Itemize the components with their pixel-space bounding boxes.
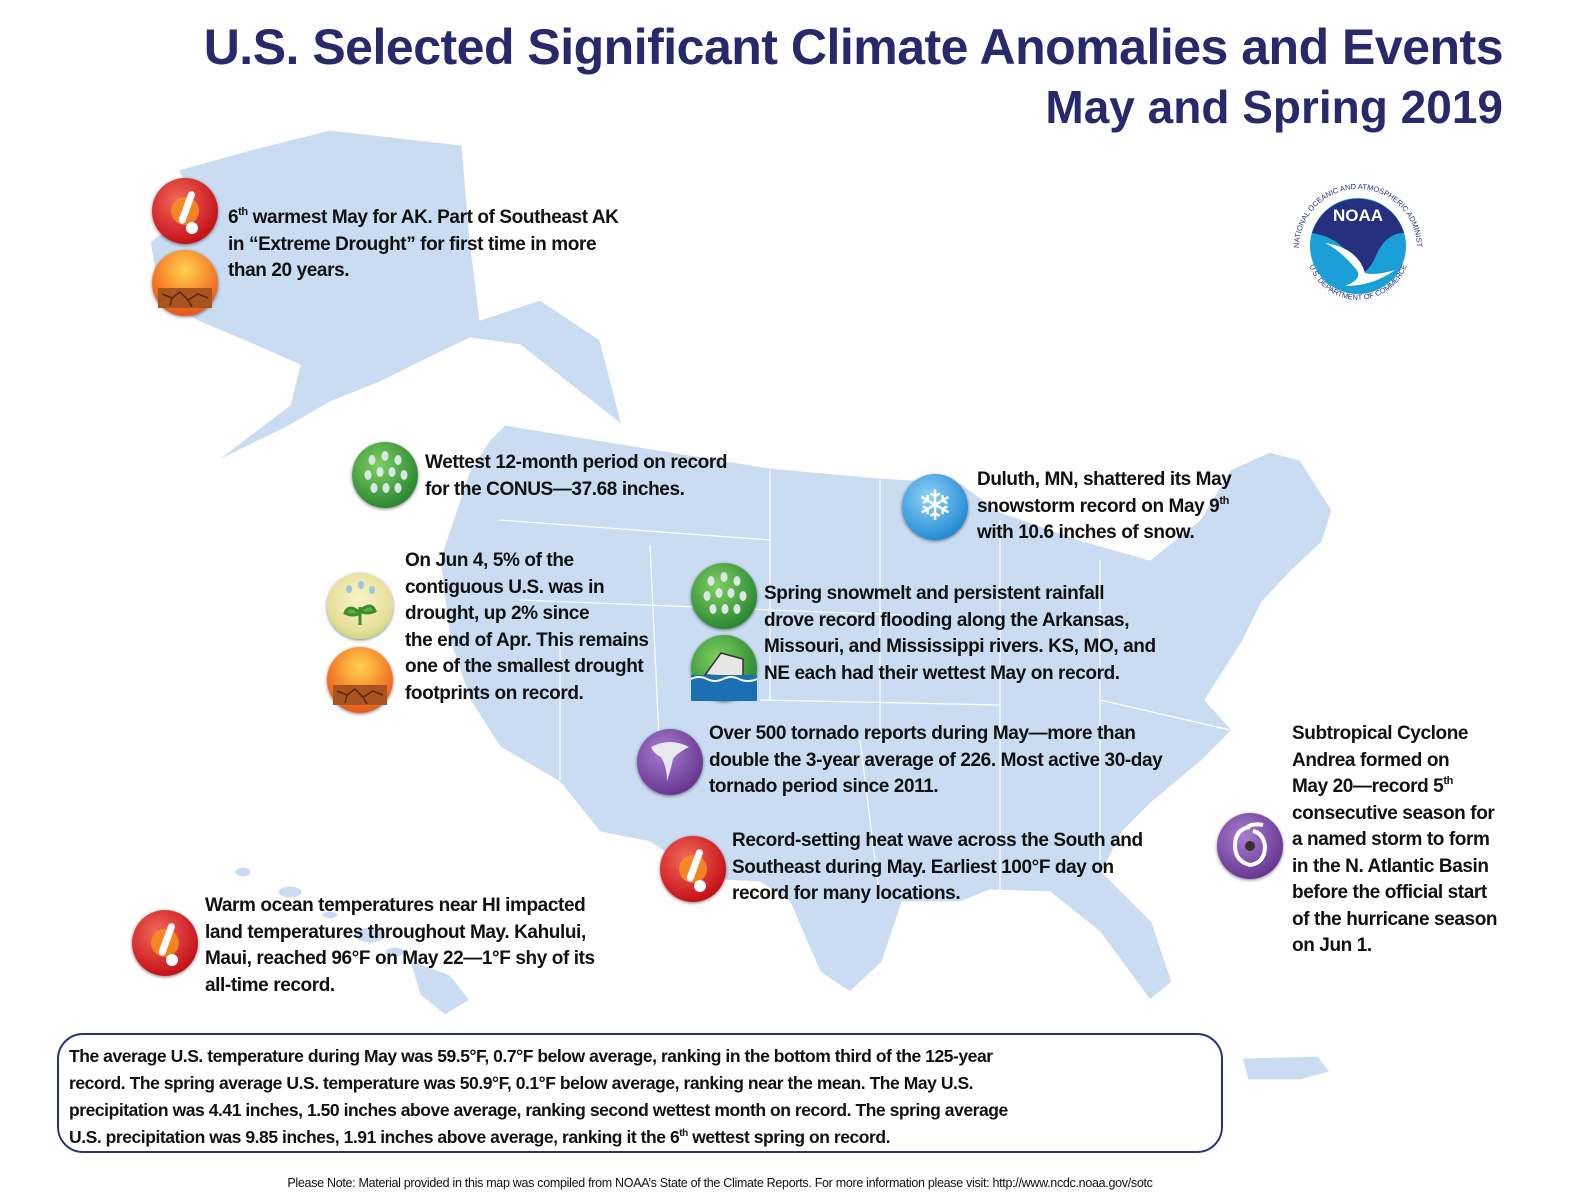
annotation-line: Warm ocean temperatures near HI impacted bbox=[205, 895, 586, 916]
annotation-line: Maui, reached 96°F on May 22—1°F shy of … bbox=[205, 948, 595, 969]
noaa-logo: NOAA NATIONAL OCEANIC AND ATMOSPHERIC AD… bbox=[1282, 171, 1430, 308]
summary-line: U.S. precipitation was 9.85 inches, 1.91… bbox=[69, 1127, 891, 1147]
annotation-line: consecutive season for bbox=[1292, 802, 1495, 824]
puerto-rico-shape bbox=[1241, 1055, 1332, 1081]
annotation-line: a named storm to form bbox=[1292, 829, 1490, 850]
annotation-line: Missouri, and Mississippi rivers. KS, MO… bbox=[764, 636, 1156, 657]
annotation-line: with 10.6 inches of snow. bbox=[977, 522, 1195, 543]
annotation-line: Southeast during May. Earliest 100°F day… bbox=[732, 856, 1114, 878]
annotation-line: NE each had their wettest May on record. bbox=[764, 662, 1120, 684]
tropical-cyclone-icon bbox=[1217, 813, 1283, 879]
summary-line: precipitation was 4.41 inches, 1.50 inch… bbox=[69, 1100, 1008, 1120]
annotation-line: 6th warmest May for AK. Part of Southeas… bbox=[228, 206, 619, 229]
summary-line: record. The spring average U.S. temperat… bbox=[69, 1073, 974, 1093]
page-subtitle: May and Spring 2019 bbox=[1045, 81, 1503, 133]
annotation-line: in the N. Atlantic Basin bbox=[1292, 855, 1489, 877]
annotation-drought-footprint: On Jun 4, 5% of the contiguous U.S. was i… bbox=[405, 548, 649, 707]
annotation-andrea: Subtropical Cyclone Andrea formed on May 2… bbox=[1292, 721, 1498, 960]
annotation-line: double the 3-year average of 226. Most a… bbox=[709, 749, 1163, 771]
annotation-line: land temperatures throughout May. Kahulu… bbox=[205, 921, 586, 943]
summary-box: The average U.S. temperature during May … bbox=[57, 1033, 1223, 1153]
footer-note: Please Note: Material provided in this m… bbox=[287, 1176, 1153, 1190]
annotation-line: Duluth, MN, shattered its May bbox=[977, 469, 1232, 490]
superscript: th bbox=[238, 206, 248, 218]
annotation-line: of the hurricane season bbox=[1292, 908, 1498, 930]
annotation-heat-wave: Record-setting heat wave across the Sout… bbox=[732, 828, 1143, 908]
annotation-line: Over 500 tornado reports during May—more… bbox=[709, 723, 1136, 744]
annotation-line: Wettest 12-month period on record bbox=[425, 452, 728, 473]
annotation-line: one of the smallest drought bbox=[405, 656, 644, 677]
page-title: U.S. Selected Significant Climate Anomal… bbox=[203, 19, 1504, 75]
annotation-tornadoes: Over 500 tornado reports during May—more… bbox=[709, 721, 1163, 801]
annotation-line: Record-setting heat wave across the Sout… bbox=[732, 830, 1143, 851]
annotation-line: record for many locations. bbox=[732, 883, 961, 904]
svg-text:❄: ❄ bbox=[917, 481, 952, 530]
annotation-line: Spring snowmelt and persistent rainfall bbox=[764, 583, 1105, 604]
annotation-line: Andrea formed on bbox=[1292, 749, 1450, 771]
drought-relief-icon bbox=[327, 573, 393, 639]
annotation-line: than 20 years. bbox=[228, 260, 350, 281]
annotation-line: drought, up 2% since bbox=[405, 603, 590, 624]
annotation-line: in “Extreme Drought” for first time in m… bbox=[228, 233, 597, 255]
annotation-line: the end of Apr. This remains bbox=[405, 629, 649, 651]
annotation-wettest-12-month: Wettest 12-month period on record for the… bbox=[425, 450, 727, 503]
summary-line: The average U.S. temperature during May … bbox=[69, 1046, 993, 1066]
superscript: th bbox=[1219, 494, 1229, 507]
annotation-line: snowstorm record on May 9th bbox=[977, 494, 1229, 517]
superscript: th bbox=[1443, 775, 1453, 787]
annotation-duluth-snow: Duluth, MN, shattered its May snowstorm r… bbox=[977, 467, 1232, 547]
tornado-icon bbox=[637, 729, 703, 795]
snowflake-icon: ❄ bbox=[902, 474, 968, 540]
annotation-line: on Jun 1. bbox=[1292, 935, 1372, 956]
annotation-line: drove record flooding along the Arkansas… bbox=[764, 609, 1130, 631]
annotation-line: contiguous U.S. was in bbox=[405, 576, 605, 598]
superscript: th bbox=[679, 1128, 688, 1139]
annotation-line: for the CONUS—37.68 inches. bbox=[425, 478, 685, 500]
drought-icon bbox=[327, 647, 393, 713]
rain-icon bbox=[691, 563, 757, 629]
annotation-line: Subtropical Cyclone bbox=[1292, 723, 1469, 744]
annotation-line: before the official start bbox=[1292, 882, 1487, 903]
thermometer-heat-icon bbox=[132, 910, 198, 976]
conus-shape bbox=[439, 424, 1333, 1001]
thermometer-heat-icon bbox=[660, 836, 726, 902]
annotation-flooding: Spring snowmelt and persistent rainfall d… bbox=[764, 581, 1156, 687]
annotation-hawaii: Warm ocean temperatures near HI impacted… bbox=[205, 893, 595, 999]
annotation-line: footprints on record. bbox=[405, 682, 584, 704]
annotation-line: tornado period since 2011. bbox=[709, 776, 939, 797]
annotation-alaska: 6th warmest May for AK. Part of Southeas… bbox=[228, 205, 619, 285]
alaska-shape bbox=[149, 129, 624, 463]
annotation-line: On Jun 4, 5% of the bbox=[405, 550, 574, 571]
noaa-logo-text: NOAA bbox=[1333, 206, 1383, 225]
annotation-line: May 20—record 5th bbox=[1292, 775, 1453, 798]
rain-icon bbox=[352, 442, 418, 508]
drought-icon bbox=[152, 250, 218, 316]
hawaii-shape bbox=[234, 866, 471, 1016]
thermometer-heat-icon bbox=[152, 178, 218, 244]
flood-icon bbox=[690, 635, 758, 701]
annotation-line: all-time record. bbox=[205, 974, 335, 996]
